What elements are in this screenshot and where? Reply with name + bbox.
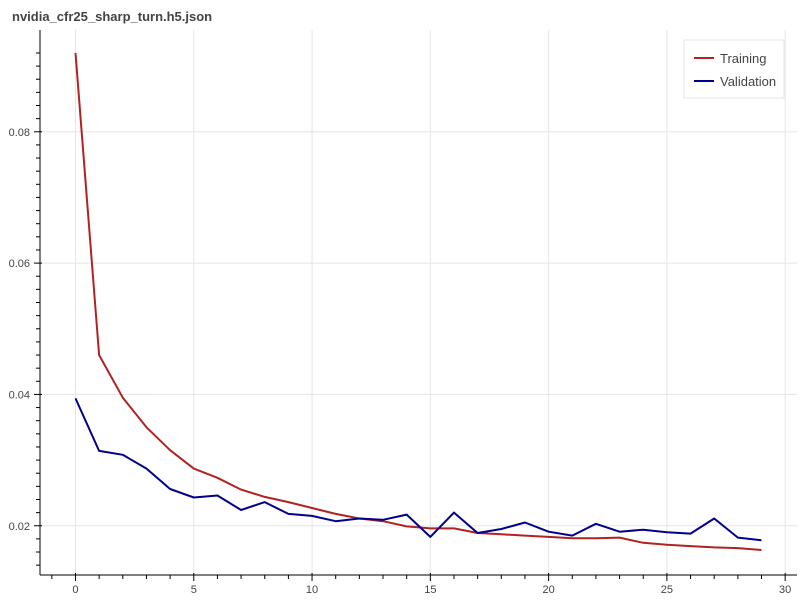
legend-label-training: Training <box>720 51 766 66</box>
chart-title: nvidia_cfr25_sharp_turn.h5.json <box>12 9 213 24</box>
series-line-training <box>74 52 762 551</box>
x-tick-label: 10 <box>306 584 318 596</box>
y-tick-label: 0.02 <box>9 521 30 533</box>
y-tick-label: 0.04 <box>9 389 30 401</box>
legend-label-validation: Validation <box>720 74 776 89</box>
series-line-validation <box>74 397 762 542</box>
x-tick-label: 25 <box>661 584 673 596</box>
legend-box <box>683 39 785 99</box>
x-tick-label: 30 <box>779 584 791 596</box>
y-tick-label: 0.08 <box>9 127 30 139</box>
x-tick-label: 20 <box>542 584 554 596</box>
x-tick-label: 15 <box>424 584 436 596</box>
x-tick-label: 0 <box>72 584 78 596</box>
x-tick-label: 5 <box>191 584 197 596</box>
y-tick-label: 0.06 <box>9 258 30 270</box>
